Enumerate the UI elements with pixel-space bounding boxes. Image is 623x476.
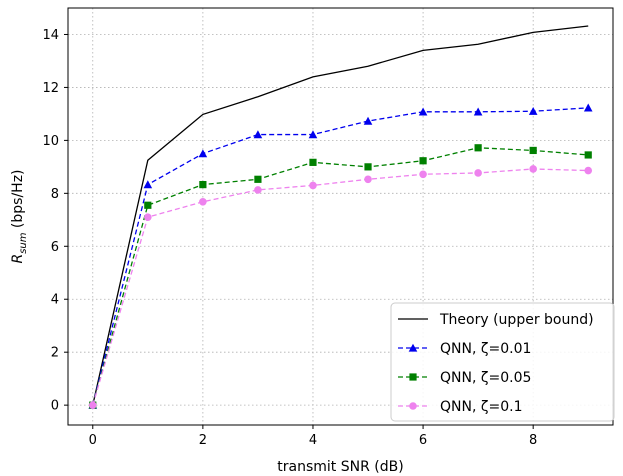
data-point	[309, 158, 317, 166]
data-point	[418, 107, 428, 116]
data-point	[529, 165, 537, 173]
data-point	[253, 130, 263, 139]
legend-item: QNN, ζ=0.01	[398, 341, 531, 357]
y-tick-label: 6	[51, 240, 59, 255]
data-point	[308, 130, 318, 139]
series-line	[92, 25, 589, 406]
x-tick-label: 0	[89, 433, 97, 448]
data-point	[199, 180, 207, 189]
y-tick-label: 0	[51, 399, 59, 414]
data-point	[88, 401, 97, 409]
data-point	[528, 106, 538, 115]
data-point	[144, 201, 152, 209]
legend-label: QNN, ζ=0.01	[440, 341, 531, 357]
y-tick-label: 14	[42, 28, 59, 43]
y-axis-label-subscript: sum	[18, 232, 29, 254]
series-line	[92, 168, 589, 406]
legend-marker	[409, 373, 417, 381]
y-tick-label: 8	[51, 187, 59, 202]
data-point	[419, 170, 427, 179]
series-group	[88, 25, 593, 409]
data-point	[364, 175, 372, 184]
y-axis-label: Rsum (bps/Hz)	[10, 169, 29, 263]
data-point	[198, 149, 208, 158]
data-point	[364, 163, 372, 171]
data-point	[529, 146, 537, 155]
legend-marker	[408, 343, 418, 352]
y-tick-label: 4	[51, 293, 59, 308]
data-point	[473, 107, 483, 116]
data-point	[419, 157, 427, 165]
series-1	[92, 25, 589, 406]
y-tick-label: 12	[42, 81, 59, 96]
legend-item: QNN, ζ=0.05	[398, 370, 531, 386]
legend: Theory (upper bound) QNN, ζ=0.01 QNN, ζ=0.…	[390, 302, 615, 422]
data-point	[474, 169, 482, 177]
legend-item: Theory (upper bound)	[398, 312, 594, 328]
data-point	[363, 116, 373, 125]
x-tick-label: 4	[309, 433, 317, 448]
series-line	[92, 107, 589, 406]
legend-label: QNN, ζ=0.05	[440, 370, 531, 386]
y-tick-label: 2	[51, 346, 59, 361]
x-axis-label: transmit SNR (dB)	[277, 459, 403, 475]
series-line	[92, 147, 589, 406]
x-tick-label: 8	[529, 433, 537, 448]
data-point	[254, 175, 262, 183]
data-point	[199, 198, 207, 206]
y-tick-label: 10	[42, 134, 59, 149]
plot-frame	[67, 7, 614, 426]
legend-label: QNN, ζ=0.1	[440, 399, 522, 415]
series-4	[88, 165, 593, 409]
data-point	[474, 144, 482, 152]
y-axis-label-unit: (bps/Hz)	[10, 169, 26, 232]
data-point	[144, 213, 152, 221]
data-point	[254, 186, 262, 194]
legend-box	[390, 302, 615, 422]
legend-item: QNN, ζ=0.1	[398, 399, 522, 415]
x-tick-label: 6	[419, 433, 427, 448]
ticks: 0 2 4 6 8 0 2 4 6 8 10 12 14	[42, 28, 537, 448]
data-point	[584, 166, 593, 175]
data-point	[584, 151, 592, 159]
x-tick-label: 2	[199, 433, 207, 448]
y-axis-label-main: R	[10, 254, 26, 264]
data-point	[583, 103, 593, 112]
legend-label: Theory (upper bound)	[439, 312, 594, 328]
legend-marker	[409, 402, 417, 410]
data-point	[143, 180, 153, 189]
data-point	[309, 181, 317, 190]
